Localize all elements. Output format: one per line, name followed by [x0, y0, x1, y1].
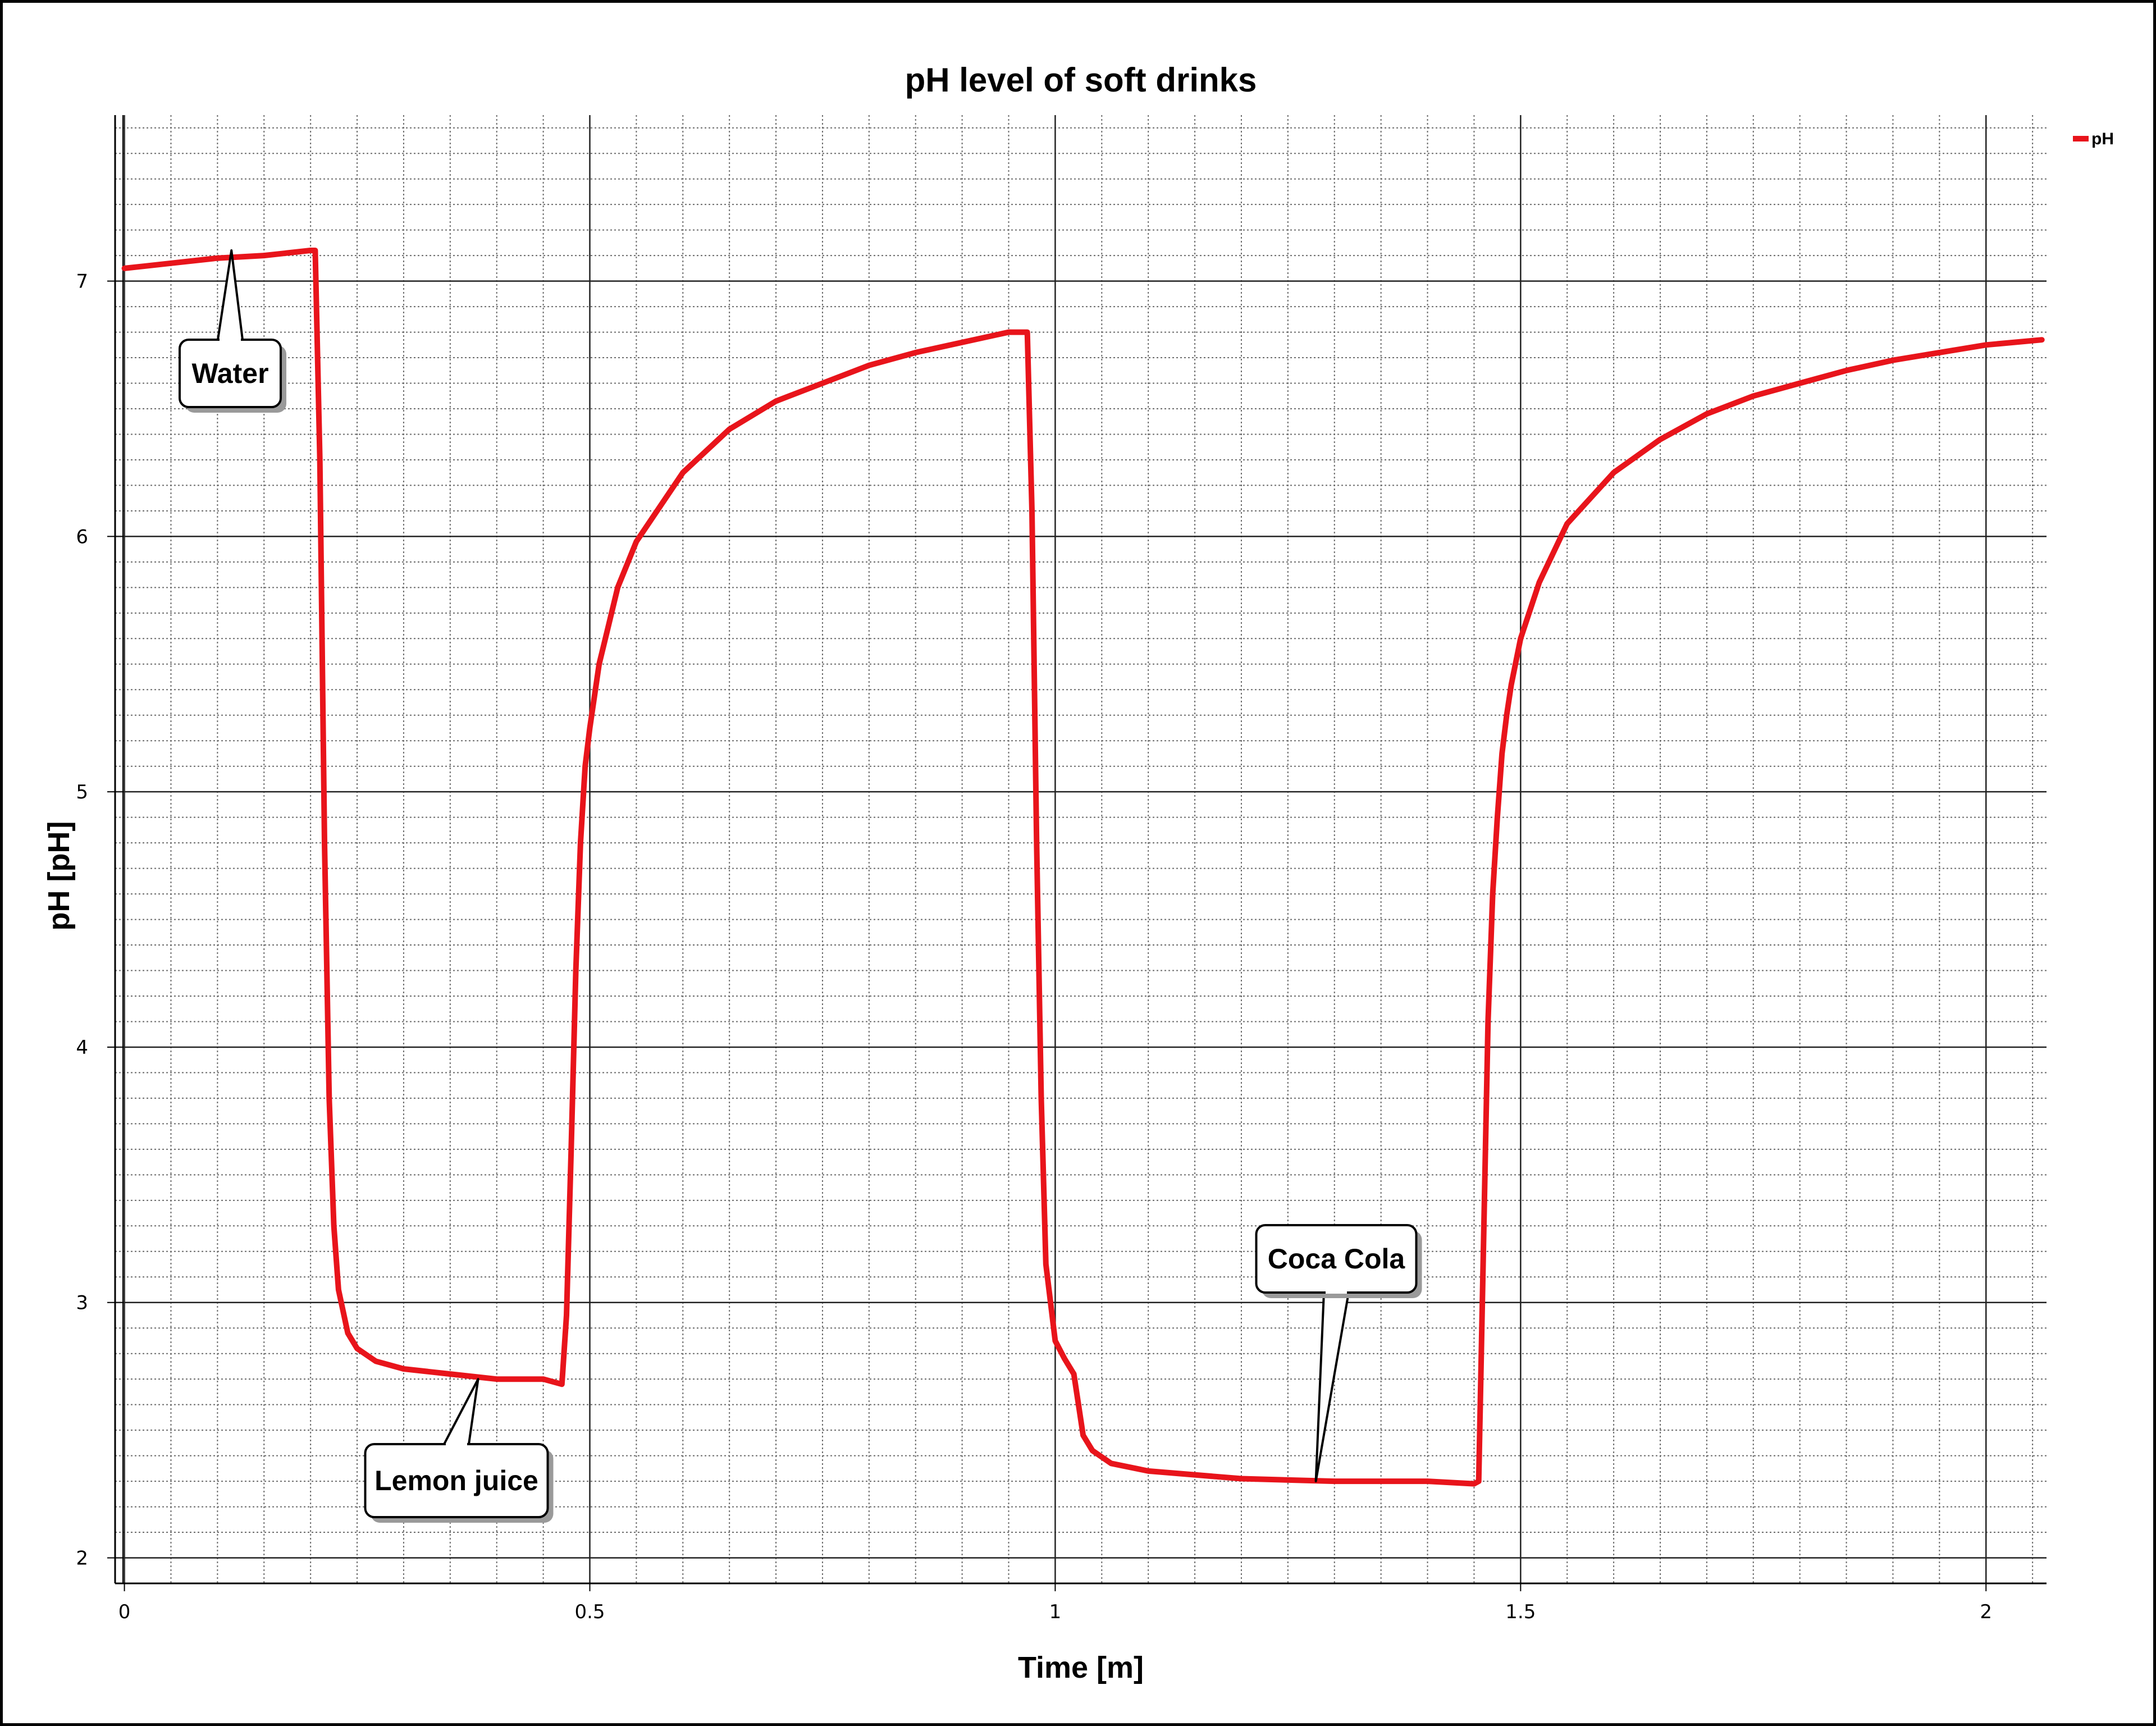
callout-joint	[446, 1443, 467, 1448]
x-tick-label: 0	[118, 1601, 131, 1623]
legend-swatch	[2073, 136, 2089, 141]
callout-pointer	[217, 249, 244, 341]
callout: Coca Cola	[1255, 1224, 1422, 1483]
y-tick-label: 2	[76, 1547, 88, 1570]
series-layer	[121, 248, 2045, 1487]
callout-pointer	[1314, 1291, 1350, 1483]
legend-label: pH	[2091, 130, 2114, 148]
y-tick-label: 4	[76, 1036, 88, 1059]
callout: Water	[179, 249, 286, 413]
x-tick-label: 1	[1049, 1601, 1062, 1623]
x-tick-label: 2	[1980, 1601, 1992, 1623]
callout-label: Coca Cola	[1268, 1243, 1406, 1275]
callout: Lemon juice	[364, 1378, 554, 1523]
annotation-layer: Water Lemon juice Coca Cola	[179, 249, 1422, 1523]
y-tick-label: 3	[76, 1292, 88, 1314]
callout-pointer	[443, 1378, 479, 1445]
chart-title: pH level of soft drinks	[905, 61, 1257, 99]
callout-joint	[220, 339, 241, 343]
y-axis-label: pH [pH]	[42, 821, 76, 931]
series-line-ph	[121, 248, 2045, 1487]
legend: pH	[2073, 130, 2114, 148]
callout-joint	[1326, 1289, 1347, 1294]
y-tick-label: 5	[76, 781, 88, 803]
x-axis-label: Time [m]	[1018, 1651, 1144, 1684]
y-tick-label: 6	[76, 526, 88, 548]
grid-layer	[115, 115, 2047, 1584]
callout-label: Water	[191, 358, 268, 389]
x-tick-label: 0.5	[574, 1601, 605, 1623]
chart-svg: 0 0.5 1 1.5 2 2 3 4 5 6 7 Water Lemon juice Coca Col…	[42, 61, 2114, 1684]
y-tick-label: 7	[76, 271, 88, 293]
callout-label: Lemon juice	[374, 1465, 538, 1496]
x-tick-label: 1.5	[1505, 1601, 1536, 1623]
axes-layer: 0 0.5 1 1.5 2 2 3 4 5 6 7	[76, 115, 2047, 1623]
